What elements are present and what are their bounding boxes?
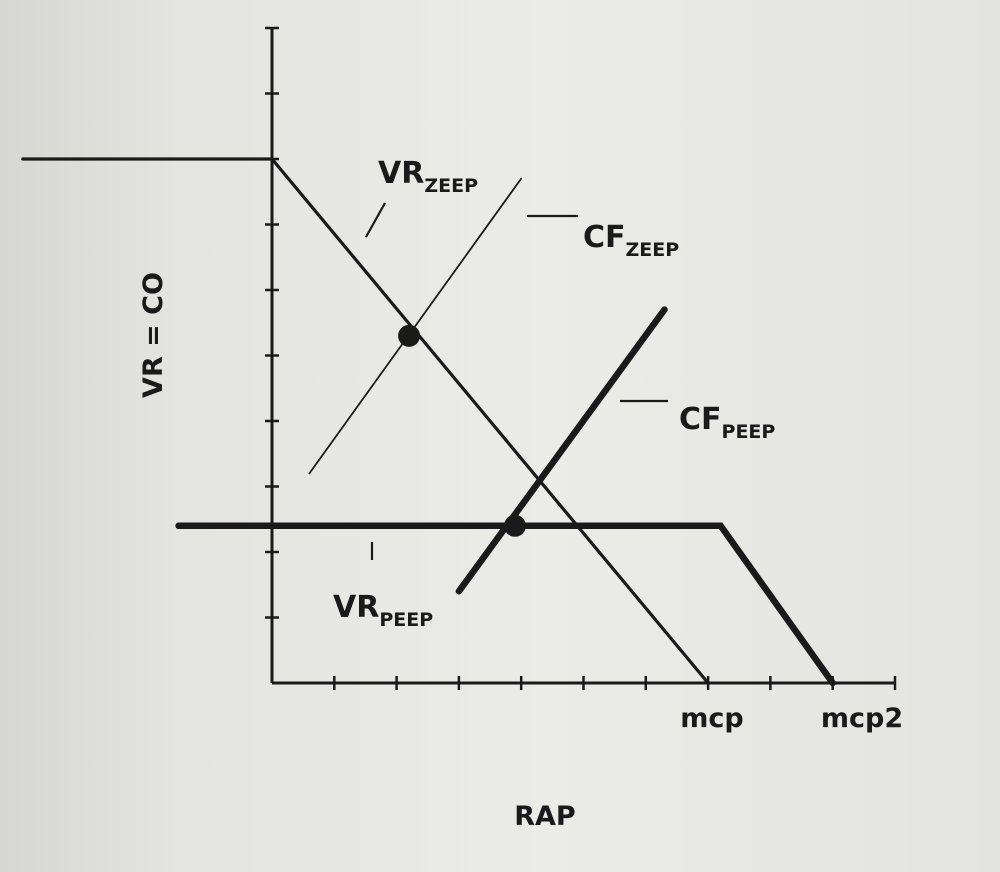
series-line-vr-peep [175,522,836,687]
series-label-sub: PEEP [722,421,776,443]
series-label-main: CF [583,220,626,255]
x-axis-label: RAP [514,801,575,832]
series-group [21,157,836,687]
axes [270,28,895,685]
series-label-sub: ZEEP [626,239,680,261]
series-line-cf-zeep [308,177,523,475]
series-label-main: CF [679,402,722,437]
series-line-vr-zeep [21,157,710,685]
series-label-main: VR [378,156,424,191]
y-axis-label: VR = CO [138,272,169,398]
series-label-main: VR [333,590,379,625]
series-label-cf-zeep: CFZEEP [583,220,679,261]
x-tick-label-mcp: mcp [680,703,743,734]
intersection-point-1 [398,324,421,347]
series-label-vr-zeep: VRZEEP [378,156,478,197]
series-label-sub: PEEP [379,609,433,631]
series-label-vr-peep: VRPEEP [333,590,433,631]
leader-line-vr-zeep [365,202,386,238]
intersection-points [398,324,526,537]
series-label-cf-peep: CFPEEP [679,402,775,443]
series-line-cf-peep [455,306,668,595]
x-tick-label-mcp2: mcp2 [821,703,903,734]
intersection-point-2 [503,514,526,537]
series-label-sub: ZEEP [424,175,478,197]
labels: RAP VR = CO mcp mcp2 VRZEEPCFZEEPCFPEEPV… [138,156,903,832]
